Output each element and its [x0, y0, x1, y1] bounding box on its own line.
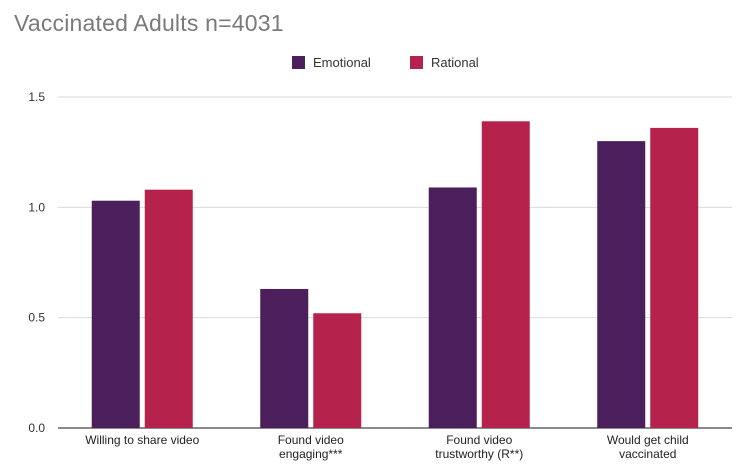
bar-emotional-3 — [597, 141, 646, 428]
bar-rational-3 — [650, 127, 699, 428]
bar-emotional-1 — [260, 288, 309, 428]
chart-title: Vaccinated Adults n=4031 — [14, 10, 284, 36]
legend-swatch-emotional — [292, 56, 305, 69]
x-category-label-line: vaccinated — [619, 447, 676, 461]
y-tick-label: 1.5 — [28, 90, 45, 104]
y-tick-label: 0.5 — [28, 311, 45, 325]
x-category-label: Found video trustworthy (R**) — [435, 433, 523, 461]
x-category-label-line: Would get child — [607, 433, 689, 447]
x-category-label-line: Found video — [446, 433, 512, 447]
bar-emotional-2 — [428, 187, 477, 428]
x-category-label-line: Found video — [278, 433, 344, 447]
legend-label-rational: Rational — [431, 55, 479, 70]
x-category-label-line: Willing to share video — [85, 433, 199, 447]
x-category-label: Would get child vaccinated — [607, 433, 689, 461]
x-category-label-line: engaging*** — [279, 447, 343, 461]
x-category-label: Willing to share video — [85, 433, 199, 447]
bar-emotional-0 — [91, 200, 140, 428]
legend-label-emotional: Emotional — [313, 55, 371, 70]
bar-rational-2 — [481, 121, 530, 429]
x-category-label-line: trustworthy (R**) — [435, 447, 523, 461]
x-category-label: Found video engaging*** — [278, 433, 344, 461]
y-tick-label: 0.0 — [28, 421, 45, 435]
y-tick-label: 1.0 — [28, 200, 45, 214]
bar-rational-0 — [144, 189, 193, 428]
legend-swatch-rational — [410, 56, 423, 69]
bar-rational-1 — [313, 313, 362, 428]
